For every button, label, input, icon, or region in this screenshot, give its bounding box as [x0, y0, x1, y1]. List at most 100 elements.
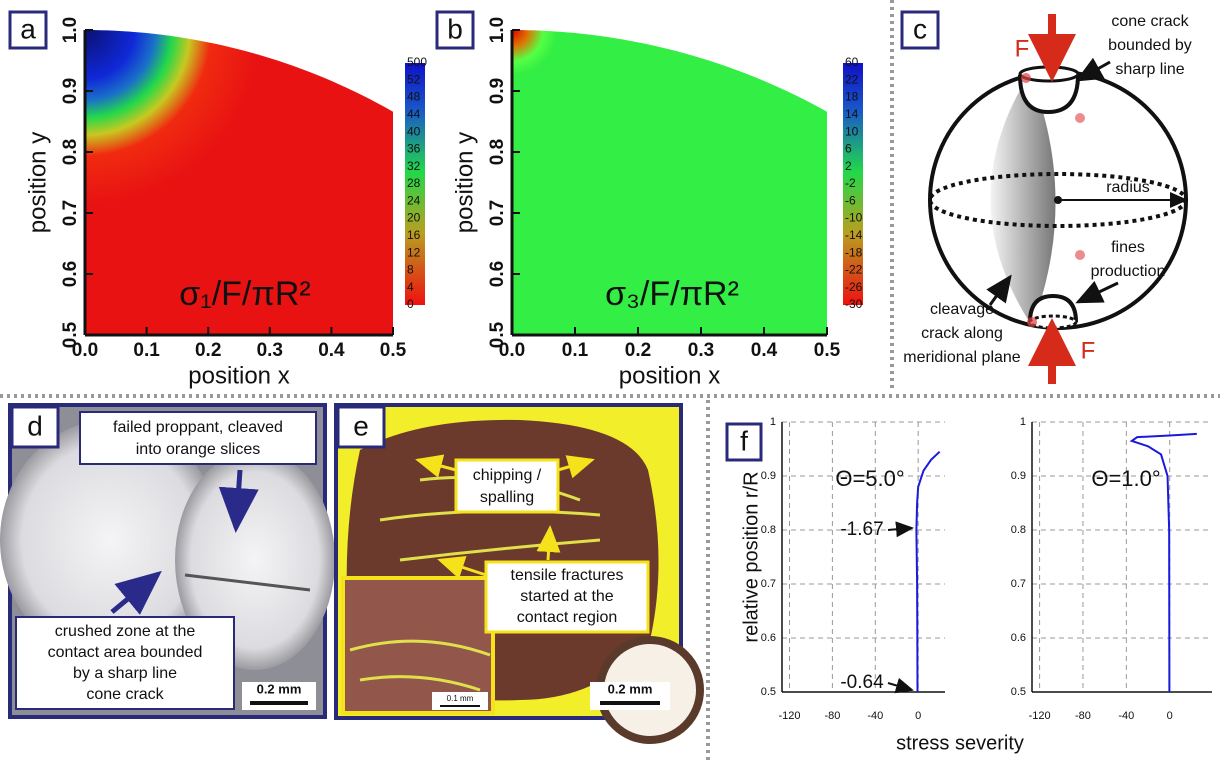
contact-spot — [1021, 73, 1031, 83]
x-tick-label: 0.4 — [318, 340, 345, 361]
colorbar-tick-label: 6 — [845, 142, 852, 156]
x-tick-label: 0.2 — [625, 340, 651, 361]
x-tick-label: 0.5 — [814, 340, 841, 361]
contact-spot — [1075, 113, 1085, 123]
colorbar-tick-label: 48 — [407, 90, 421, 104]
scale-label: 0.1 mm — [447, 694, 474, 703]
caption: contact region — [517, 609, 618, 626]
caption: spalling — [480, 489, 534, 506]
label: crack along — [921, 325, 1003, 342]
y-tick-label: 0.9 — [761, 470, 776, 482]
y-axis-label: position y — [24, 132, 51, 233]
colorbar-tick-label: 22 — [845, 72, 859, 86]
panel-label: c — [913, 13, 927, 44]
contact-spot — [1075, 250, 1085, 260]
photo: e chipping / spalling tensile fractures … — [336, 405, 700, 740]
panel-label: a — [20, 13, 36, 44]
y-tick-label: 0.5 — [761, 686, 776, 698]
y-tick-label: 0.8 — [487, 139, 508, 165]
colorbar-tick-label: -18 — [845, 245, 863, 259]
force-label: F — [1081, 337, 1096, 364]
x-tick-label: 0.3 — [688, 340, 714, 361]
y-tick-label: 0.7 — [1011, 578, 1026, 590]
caption: crushed zone at the — [55, 623, 196, 640]
y-tick-label: 0.9 — [487, 78, 508, 104]
y-tick-label: 0.5 — [487, 321, 508, 348]
colorbar-tick-label: -14 — [845, 228, 863, 242]
x-tick-label: 0.4 — [751, 340, 778, 361]
y-tick-label: 0.6 — [487, 261, 508, 287]
colorbar-tick-label: 36 — [407, 142, 421, 156]
force-label: F — [1015, 35, 1030, 62]
y-tick-label: 0.8 — [1011, 524, 1026, 536]
x-tick-label: -120 — [778, 710, 800, 722]
x-tick-label: 0.1 — [133, 340, 160, 361]
colorbar-tick-label: 28 — [407, 176, 421, 190]
x-tick-label: -40 — [1118, 710, 1134, 722]
annotation-arrow — [888, 683, 912, 690]
panel-label: e — [353, 410, 369, 441]
y-tick-label: 1.0 — [487, 17, 508, 43]
y-tick-label: 0.8 — [60, 139, 81, 165]
y-tick-label: 1 — [770, 416, 776, 428]
x-tick-label: 0.2 — [195, 340, 221, 361]
colorbar-tick-label: -6 — [845, 193, 856, 207]
pointer-arrow — [1078, 283, 1118, 302]
label: bounded by — [1108, 37, 1192, 54]
annotation: σ₁/F/πR² — [179, 275, 310, 313]
caption: into orange slices — [136, 441, 261, 458]
contact-spot — [1027, 317, 1037, 327]
y-tick-label: 0.7 — [761, 578, 776, 590]
colorbar-tick-label: -30 — [845, 297, 863, 311]
x-axis-label: position x — [619, 362, 720, 389]
colorbar-tick-label: 2 — [845, 159, 852, 173]
colorbar-tick-label: 32 — [407, 159, 421, 173]
colorbar-tick-label: 24 — [407, 193, 421, 207]
colorbar-tick-label: 10 — [845, 124, 859, 138]
scale-label: 0.2 mm — [608, 681, 653, 696]
annotation: Θ=1.0° — [1091, 466, 1160, 491]
x-tick-label: 0.1 — [562, 340, 589, 361]
caption: started at the — [520, 588, 613, 605]
label: cone crack — [1111, 13, 1189, 30]
pointer-arrow — [548, 528, 550, 560]
colorbar-tick-label: -26 — [845, 280, 863, 294]
annotation: -1.67 — [840, 519, 883, 540]
colorbar-tick-label: 0 — [407, 297, 414, 311]
x-tick-label: -80 — [824, 710, 840, 722]
colorbar-tick-label: 12 — [407, 245, 421, 259]
panel-label: d — [27, 410, 43, 441]
x-tick-label: -40 — [867, 710, 883, 722]
colorbar-tick-label: 4 — [407, 280, 414, 294]
y-tick-label: 0.6 — [60, 261, 81, 287]
x-tick-label: -120 — [1029, 710, 1051, 722]
caption: contact area bounded — [48, 644, 203, 661]
colorbar-tick-label: 60 — [845, 55, 859, 69]
annotation: σ₃/F/πR² — [605, 275, 739, 313]
label: fines — [1111, 239, 1145, 256]
scale-label: 0.2 mm — [257, 681, 302, 696]
colorbar-tick-label: 44 — [407, 107, 421, 121]
y-tick-label: 1 — [1020, 416, 1026, 428]
label: production — [1091, 263, 1166, 280]
caption: failed proppant, cleaved — [113, 419, 283, 436]
diagram: c cone crack bounded by sharp line F F r… — [902, 12, 1192, 384]
caption: tensile fractures — [511, 567, 624, 584]
panel-label: b — [447, 13, 463, 44]
x-axis-label: position x — [188, 362, 289, 389]
y-tick-label: 0.5 — [60, 321, 81, 348]
y-tick-label: 0.6 — [761, 632, 776, 644]
y-axis-label: relative position r/R — [740, 471, 762, 642]
photo: d failed proppant, cleaved into orange s… — [0, 405, 335, 717]
colorbar-tick-label: 52 — [407, 72, 421, 86]
caption: by a sharp line — [73, 665, 177, 682]
colorbar-tick-label: 40 — [407, 124, 421, 138]
y-tick-label: 0.5 — [1011, 686, 1026, 698]
x-axis-label: stress severity — [896, 732, 1024, 754]
y-tick-label: 0.9 — [1011, 470, 1026, 482]
y-tick-label: 0.9 — [60, 78, 81, 104]
figure: c cone crack bounded by sharp line F F r… — [0, 0, 1220, 760]
y-axis-label: position y — [451, 132, 478, 233]
colorbar-tick-label: 14 — [845, 107, 859, 121]
colorbar-tick-label: 8 — [407, 263, 414, 277]
